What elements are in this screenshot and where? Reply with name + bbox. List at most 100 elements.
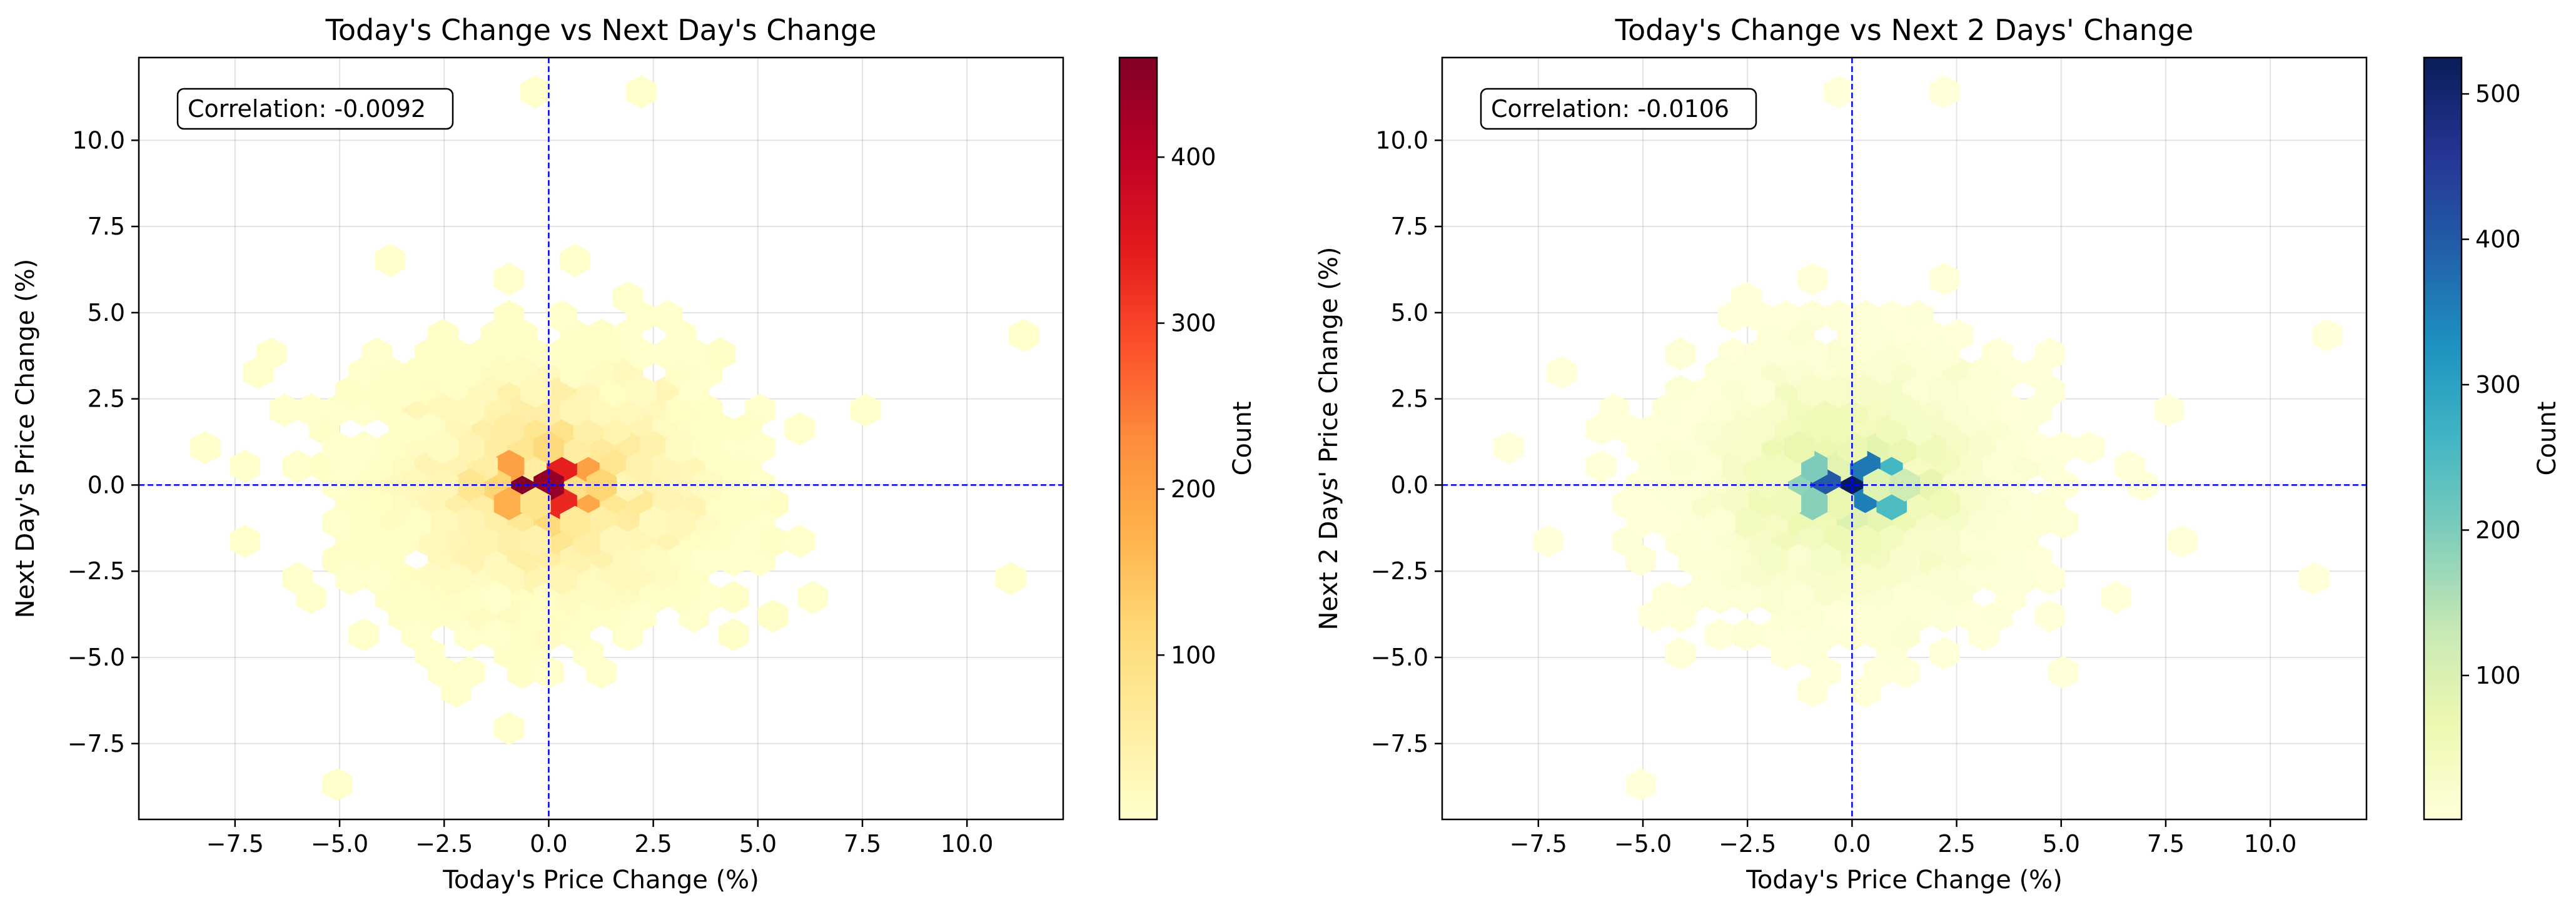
hexbin-cell (1784, 580, 1815, 614)
x-tick-label: 2.5 (1937, 830, 1975, 858)
hexbin-cell (560, 243, 590, 277)
hexbin-cell (784, 524, 815, 558)
hexbin-cell (1770, 637, 1802, 671)
hexbin-cell (1757, 580, 1788, 614)
hexbin-cell (493, 262, 525, 296)
hexbin-cell (1757, 543, 1788, 577)
x-axis-label: Today's Price Change (%) (1745, 866, 2063, 894)
hexbin-cell (1929, 262, 1960, 296)
hexbin-cell (1810, 543, 1841, 577)
hexbin-cell (1731, 356, 1762, 390)
hexbin-cell (1942, 318, 1973, 352)
hexbin-cell (1705, 543, 1735, 577)
chart-title: Today's Change vs Next 2 Days' Change (1615, 13, 2194, 47)
hexbin-cell (692, 431, 723, 464)
hexbin-cell (560, 393, 590, 427)
hexbin-cell (2048, 431, 2079, 464)
hexbin-cell (2034, 599, 2066, 633)
hexbin-cell (2021, 543, 2053, 577)
hexbin-cell (1493, 431, 1524, 464)
hexbin-cell (1797, 262, 1828, 296)
y-tick-label: 2.5 (1391, 385, 1428, 413)
hexbin-cell (2048, 468, 2079, 502)
y-tick-label: 10.0 (72, 126, 125, 154)
hexbin-cell (454, 356, 485, 390)
hexbin-cell (1929, 375, 1960, 408)
colorbar-label: Count (1228, 402, 1257, 476)
hexbin-cell (2021, 393, 2053, 427)
hexbin-cell (1929, 75, 1960, 109)
hexbin-cell (1770, 300, 1802, 333)
hexbin-cell (692, 543, 723, 577)
hexbin-cell (2048, 656, 2079, 689)
hexbin-cell (1718, 300, 1749, 333)
y-axis-label: Next Day's Price Change (%) (11, 259, 40, 619)
hexbin-cell (428, 431, 458, 464)
hexbin-cell (586, 656, 617, 689)
hexbin-cell (586, 468, 617, 502)
hexbin-cell (1929, 524, 1960, 558)
hexbin-cell (1744, 300, 1775, 333)
hexbin-cell (2021, 431, 2053, 464)
hexbin-cell (2074, 431, 2105, 464)
hexbin-cell (1929, 487, 1960, 520)
x-tick-label: −5.0 (1614, 830, 1672, 858)
hexbin-cell (1599, 393, 1630, 427)
annotation-box (1480, 88, 1757, 130)
hexbin-cell (665, 505, 696, 539)
x-tick-label: 0.0 (1833, 830, 1871, 858)
hexbin-cell (493, 412, 525, 446)
x-tick-label: −2.5 (1719, 830, 1776, 858)
hexbin-cell (1625, 543, 1656, 577)
hexbin-cell (375, 431, 406, 464)
hexbin-cell (428, 656, 458, 689)
hexbin-cell (361, 337, 393, 371)
left-panel: −7.5 −5.0 −2.5 0.0 2.5 5.0 7.5 10.0 −7.5 −5.0 −2.5… (11, 13, 1257, 894)
hexbin-cell (322, 768, 353, 801)
hexbin-cell (1929, 599, 1960, 633)
hexbin-cell (1969, 618, 1999, 652)
hexbin-cell (243, 356, 274, 390)
hexbin-cell (560, 618, 590, 652)
hexbin-cell (625, 75, 657, 109)
hexbin-cell (996, 562, 1026, 595)
hexbin-cell (1731, 618, 1762, 652)
hexbin-cell (1731, 580, 1762, 614)
y-tick-label: −2.5 (1371, 557, 1428, 585)
hexbin-cell (625, 337, 657, 371)
hexbin-cell (850, 393, 881, 427)
hexbin-cell (1876, 300, 1907, 333)
hexbin-cell (296, 393, 326, 427)
hexbin-cell (1546, 356, 1577, 390)
hexbin-cell (639, 505, 670, 539)
hexbin-cell (1665, 337, 1696, 371)
hexbin-cell (2021, 356, 2053, 390)
hexbin-cell (2127, 468, 2158, 502)
y-tick-label: 7.5 (1391, 213, 1428, 240)
hexbin-cell (190, 431, 221, 464)
hexbin-cell (1705, 618, 1735, 652)
hexbin-cell (402, 468, 432, 502)
x-tick-label: 0.0 (530, 830, 567, 858)
hexbin-cell (718, 580, 749, 614)
colorbar-tick-label: 200 (2475, 516, 2521, 544)
hexbin-cell (441, 562, 472, 595)
hexbin-cell (322, 505, 353, 539)
colorbar-tick-label: 100 (1171, 641, 1216, 669)
hexbin-cell (639, 543, 670, 577)
hexbin-cell (1744, 412, 1775, 446)
annotation-text: Correlation: -0.0092 (188, 95, 426, 123)
plot-frame (1441, 56, 2368, 821)
hexbin-cell (547, 562, 577, 595)
hexbin-cell (705, 337, 736, 371)
hexbin-cell (2167, 524, 2198, 558)
hexbin-cell (679, 375, 709, 408)
hexbin-cell (1850, 674, 1881, 708)
hexbin-cell (1889, 543, 1921, 577)
hexbin-cell (454, 431, 485, 464)
hexbin-cell (1824, 599, 1854, 633)
colorbar-tick-label: 200 (1171, 475, 1216, 503)
hexbin-cell (520, 524, 551, 558)
hexbin-cell (1837, 318, 1867, 352)
hexbin-cell (1995, 393, 2026, 427)
